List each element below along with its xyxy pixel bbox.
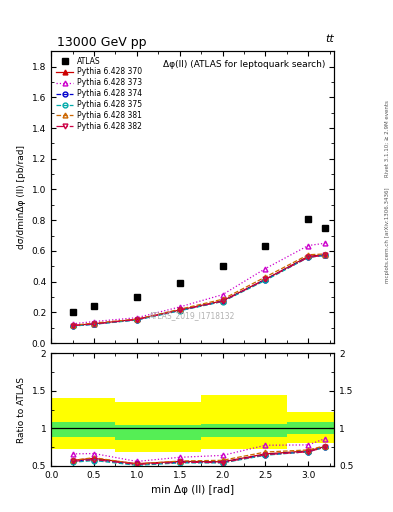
Pythia 6.428 382 — [220, 298, 225, 304]
Pythia 6.428 373 — [323, 240, 328, 246]
Pythia 6.428 374 — [70, 323, 75, 329]
Pythia 6.428 375 — [134, 317, 139, 323]
Legend: ATLAS, Pythia 6.428 370, Pythia 6.428 373, Pythia 6.428 374, Pythia 6.428 375, P: ATLAS, Pythia 6.428 370, Pythia 6.428 37… — [55, 55, 144, 133]
Pythia 6.428 382 — [177, 307, 182, 313]
Pythia 6.428 373 — [220, 292, 225, 298]
Line: Pythia 6.428 374: Pythia 6.428 374 — [70, 253, 328, 328]
Pythia 6.428 374 — [263, 276, 268, 283]
Pythia 6.428 374 — [306, 254, 311, 260]
X-axis label: min Δφ (ll) [rad]: min Δφ (ll) [rad] — [151, 485, 234, 495]
Pythia 6.428 374 — [220, 298, 225, 304]
Line: Pythia 6.428 375: Pythia 6.428 375 — [70, 253, 328, 329]
Pythia 6.428 381 — [177, 306, 182, 312]
Text: Δφ(ll) (ATLAS for leptoquark search): Δφ(ll) (ATLAS for leptoquark search) — [163, 60, 325, 69]
Pythia 6.428 370 — [323, 252, 328, 258]
Pythia 6.428 370 — [263, 276, 268, 283]
Pythia 6.428 373 — [70, 321, 75, 327]
Text: Rivet 3.1.10; ≥ 2.9M events: Rivet 3.1.10; ≥ 2.9M events — [385, 100, 390, 177]
Pythia 6.428 375 — [177, 308, 182, 314]
Text: tt: tt — [325, 34, 334, 44]
Pythia 6.428 381 — [306, 252, 311, 258]
ATLAS — [306, 216, 311, 222]
Pythia 6.428 375 — [92, 321, 96, 327]
Pythia 6.428 381 — [220, 296, 225, 302]
Pythia 6.428 370 — [70, 323, 75, 329]
Pythia 6.428 370 — [220, 298, 225, 304]
Text: 13000 GeV pp: 13000 GeV pp — [57, 36, 146, 49]
ATLAS — [70, 309, 75, 315]
ATLAS — [263, 243, 268, 249]
Pythia 6.428 382 — [306, 254, 311, 261]
Pythia 6.428 375 — [70, 323, 75, 329]
Text: mcplots.cern.ch [arXiv:1306.3436]: mcplots.cern.ch [arXiv:1306.3436] — [385, 188, 390, 283]
Y-axis label: dσ/dminΔφ (ll) [pb/rad]: dσ/dminΔφ (ll) [pb/rad] — [17, 145, 26, 249]
Pythia 6.428 381 — [263, 274, 268, 280]
Pythia 6.428 375 — [323, 252, 328, 259]
Pythia 6.428 374 — [177, 307, 182, 313]
ATLAS — [177, 280, 182, 286]
Pythia 6.428 382 — [263, 276, 268, 283]
Pythia 6.428 373 — [92, 318, 96, 325]
Pythia 6.428 373 — [134, 314, 139, 321]
Pythia 6.428 381 — [92, 320, 96, 326]
Pythia 6.428 381 — [134, 316, 139, 323]
Line: Pythia 6.428 370: Pythia 6.428 370 — [70, 252, 328, 328]
Pythia 6.428 382 — [323, 252, 328, 258]
Pythia 6.428 381 — [323, 251, 328, 257]
Pythia 6.428 381 — [70, 323, 75, 329]
Pythia 6.428 382 — [134, 316, 139, 323]
Pythia 6.428 373 — [177, 304, 182, 310]
Pythia 6.428 374 — [134, 316, 139, 323]
Pythia 6.428 375 — [306, 254, 311, 261]
Pythia 6.428 370 — [306, 253, 311, 260]
Y-axis label: Ratio to ATLAS: Ratio to ATLAS — [17, 377, 26, 442]
Line: Pythia 6.428 373: Pythia 6.428 373 — [70, 241, 328, 326]
Pythia 6.428 373 — [263, 266, 268, 272]
Pythia 6.428 370 — [177, 307, 182, 313]
ATLAS — [92, 303, 96, 309]
Line: Pythia 6.428 382: Pythia 6.428 382 — [70, 253, 328, 328]
Pythia 6.428 374 — [323, 252, 328, 258]
Pythia 6.428 375 — [263, 278, 268, 284]
ATLAS — [220, 263, 225, 269]
Pythia 6.428 370 — [92, 321, 96, 327]
Line: Pythia 6.428 381: Pythia 6.428 381 — [70, 251, 328, 328]
Pythia 6.428 374 — [92, 321, 96, 327]
Text: ATLAS_2019_I1718132: ATLAS_2019_I1718132 — [149, 311, 236, 319]
Pythia 6.428 382 — [92, 321, 96, 327]
Line: ATLAS: ATLAS — [70, 216, 329, 315]
Pythia 6.428 375 — [220, 298, 225, 305]
Pythia 6.428 370 — [134, 316, 139, 323]
ATLAS — [323, 225, 328, 231]
Pythia 6.428 382 — [70, 323, 75, 329]
Pythia 6.428 373 — [306, 243, 311, 249]
ATLAS — [134, 294, 139, 300]
